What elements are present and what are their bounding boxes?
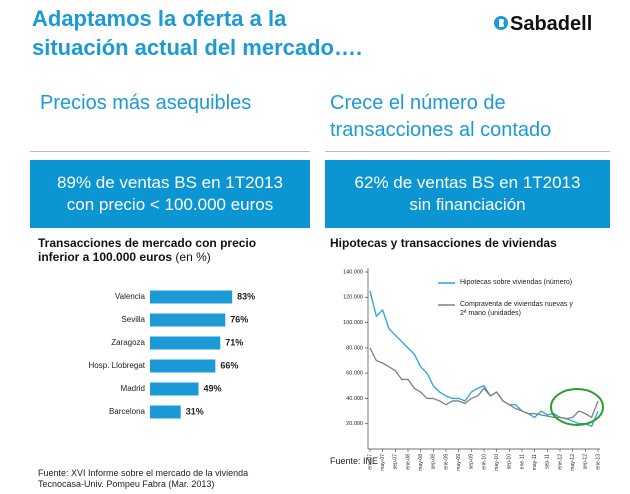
bar	[150, 313, 226, 327]
x-tick-label: may-07	[380, 454, 386, 471]
category-label: Madrid	[121, 384, 145, 393]
source-line: Fuente: INE	[330, 456, 379, 466]
category-label: Hosp. Llobregat	[89, 361, 146, 370]
highlight-line: 62% de ventas BS en 1T2013	[354, 173, 581, 192]
category-label: Barcelona	[109, 407, 146, 416]
title-line: situación actual del mercado….	[32, 35, 363, 60]
x-tick-label: may-12	[570, 454, 576, 471]
left-heading: Precios más asequibles	[40, 90, 251, 117]
category-label: Zaragoza	[111, 338, 145, 347]
highlight-box: 89% de ventas BS en 1T2013 con precio < …	[30, 160, 310, 228]
value-label: 49%	[204, 383, 222, 393]
x-tick-label: ene-11	[519, 454, 525, 469]
bar	[150, 336, 221, 350]
value-label: 71%	[225, 337, 243, 347]
x-tick-label: may-11	[532, 454, 538, 471]
chart-unit: (en %)	[175, 250, 211, 264]
legend-label: Compraventa de viviendas nuevas y 2ª man…	[460, 301, 573, 317]
x-tick-label: sep-07	[393, 454, 399, 470]
x-tick-label: sep-10	[507, 454, 513, 470]
source-line: Tecnocasa-Univ. Pompeu Fabra (Mar. 2013)	[38, 479, 215, 489]
value-label: 76%	[230, 314, 248, 324]
logo-text: Sabadell	[510, 13, 593, 35]
value-label: 66%	[220, 360, 238, 370]
y-tick-label: 20.000	[346, 421, 363, 427]
x-tick-label: ene-13	[595, 454, 601, 470]
x-tick-label: may-08	[418, 454, 424, 471]
slide-title: Adaptamos la oferta a la situación actua…	[32, 4, 362, 62]
x-tick-label: may-09	[456, 454, 462, 471]
bar	[150, 405, 181, 419]
x-tick-label: ene-10	[481, 454, 487, 470]
category-label: Sevilla	[121, 315, 145, 324]
heading-line: Precios más asequibles	[40, 92, 252, 114]
highlight-line: con precio < 100.000 euros	[66, 195, 274, 214]
bar	[150, 359, 216, 373]
y-tick-label: 60.000	[346, 371, 363, 377]
y-tick-label: 120.000	[343, 295, 363, 301]
x-tick-label: ene-07	[367, 454, 373, 470]
heading-line: transacciones al contado	[330, 119, 552, 141]
highlight-line: sin financiación	[409, 195, 526, 214]
divider	[325, 151, 610, 152]
chart-title: Transacciones de mercado con precio infe…	[38, 236, 288, 264]
source-line: Fuente: XVI Informe sobre el mercado de …	[38, 468, 249, 478]
divider	[30, 151, 310, 152]
bar	[150, 290, 233, 304]
y-tick-label: 100.000	[343, 320, 363, 326]
legend-label: Hipotecas sobre viviendas (número)	[460, 279, 573, 286]
highlight-circle	[550, 388, 604, 426]
right-heading: Crece el número de transacciones al cont…	[330, 90, 551, 144]
logo-icon	[494, 16, 508, 30]
x-tick-label: ene-09	[443, 454, 449, 470]
x-tick-label: ene-12	[557, 454, 563, 470]
bar	[150, 382, 199, 396]
y-tick-label: 80.000	[346, 345, 363, 351]
y-tick-label: 40.000	[346, 396, 363, 402]
x-tick-label: sep-11	[545, 454, 551, 469]
heading-line: Crece el número de	[330, 92, 506, 114]
chart-title-text: Transacciones de mercado con precio infe…	[38, 236, 257, 264]
chart-title: Hipotecas y transacciones de viviendas	[330, 236, 557, 250]
x-tick-label: may-10	[494, 454, 500, 471]
y-tick-label: 140.000	[343, 269, 363, 275]
series-line	[369, 347, 599, 420]
highlight-line: 89% de ventas BS en 1T2013	[57, 173, 283, 192]
title-line: Adaptamos la oferta a la	[32, 6, 287, 31]
value-label: 31%	[186, 406, 204, 416]
source: Fuente: XVI Informe sobre el mercado de …	[38, 468, 248, 490]
x-tick-label: sep-08	[431, 454, 437, 470]
x-tick-label: sep-12	[583, 454, 589, 470]
highlight-box: 62% de ventas BS en 1T2013 sin financiac…	[325, 160, 610, 228]
x-tick-label: ene-08	[405, 454, 411, 470]
category-label: Valencia	[115, 292, 146, 301]
value-label: 83%	[237, 291, 255, 301]
source: Fuente: INE	[330, 456, 378, 467]
x-tick-label: sep-09	[469, 454, 475, 470]
